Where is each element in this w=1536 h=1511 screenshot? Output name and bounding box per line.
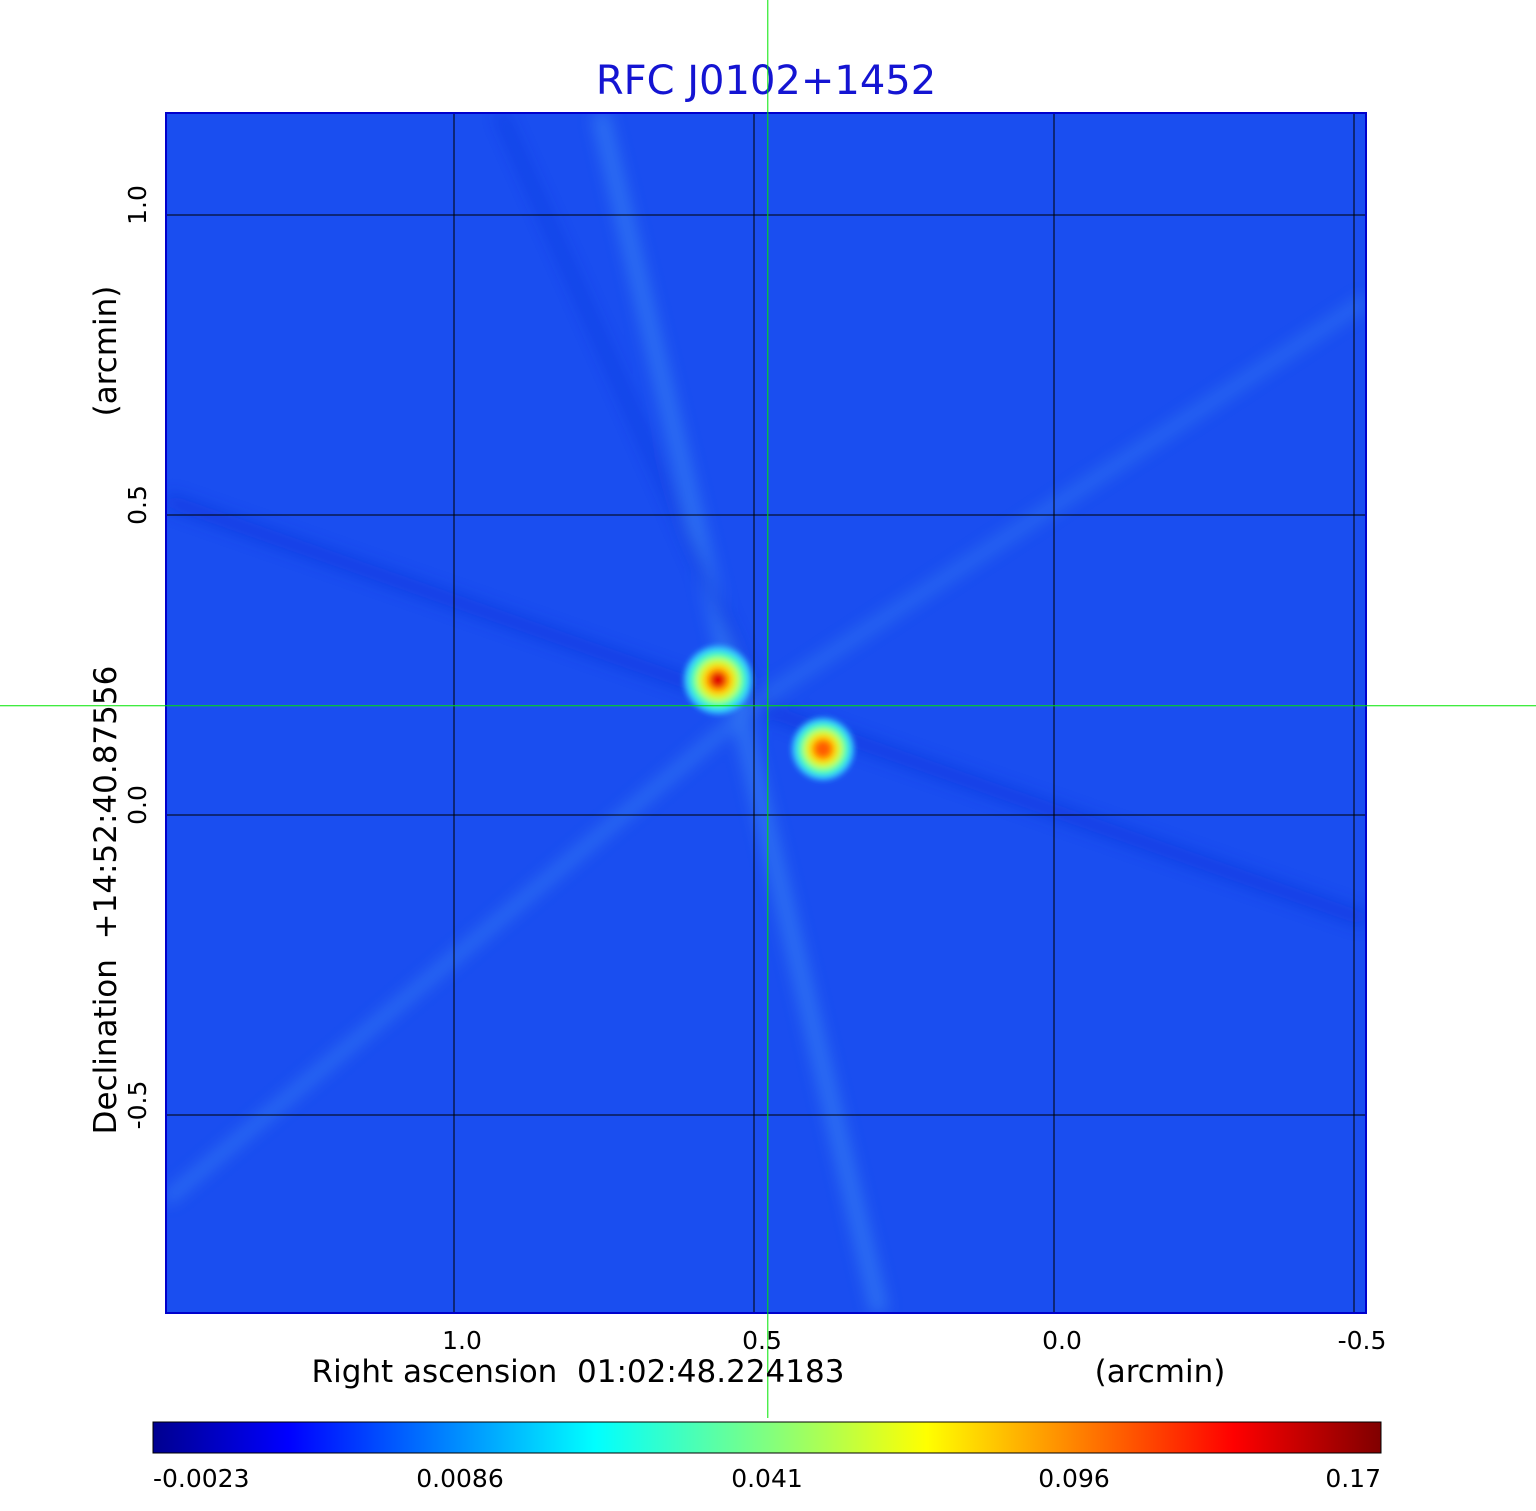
- crosshair: [0, 0, 1536, 1418]
- x-axis-unit: (arcmin): [1095, 1354, 1226, 1390]
- plot-frame: [165, 112, 1367, 1314]
- colorbar-tick-label: 0.0086: [416, 1464, 503, 1493]
- source-blob: [792, 718, 854, 780]
- colorbar-tick-label: 0.17: [1325, 1464, 1381, 1493]
- y-tick-label: -0.5: [123, 1081, 152, 1130]
- source-blob: [684, 646, 752, 714]
- colorbar-tick-label: 0.096: [1038, 1464, 1110, 1493]
- x-axis-label: Right ascension 01:02:48.224183: [312, 1354, 845, 1390]
- colorbar: [152, 1421, 1382, 1454]
- chart-title: RFC J0102+1452: [596, 58, 936, 104]
- x-tick-label: 1.0: [442, 1326, 482, 1355]
- colorbar-tick-labels: -0.0023 0.0086 0.041 0.096 0.17: [153, 1464, 1381, 1493]
- source-blobs: [684, 646, 854, 780]
- colorbar-tick-label: 0.041: [731, 1464, 803, 1493]
- y-tick-label: 0.0: [123, 785, 152, 825]
- image-map: [166, 113, 1366, 1313]
- x-tick-label: -0.5: [1338, 1326, 1387, 1355]
- x-tick-labels: 1.0 0.5 0.0 -0.5: [442, 1326, 1386, 1355]
- colorbar-tick-label: -0.0023: [153, 1464, 250, 1493]
- x-tick-label: 0.5: [742, 1326, 782, 1355]
- x-tick-label: 0.0: [1042, 1326, 1082, 1355]
- y-tick-label: 1.0: [123, 185, 152, 225]
- y-tick-labels: 1.0 0.5 0.0 -0.5: [123, 185, 152, 1129]
- y-tick-label: 0.5: [123, 485, 152, 525]
- grid-lines: [166, 113, 1366, 1313]
- y-axis-label: Declination +14:52:40.87556: [88, 666, 124, 1135]
- y-axis-unit: (arcmin): [88, 286, 124, 417]
- sidelobe-streaks: [166, 113, 1366, 1313]
